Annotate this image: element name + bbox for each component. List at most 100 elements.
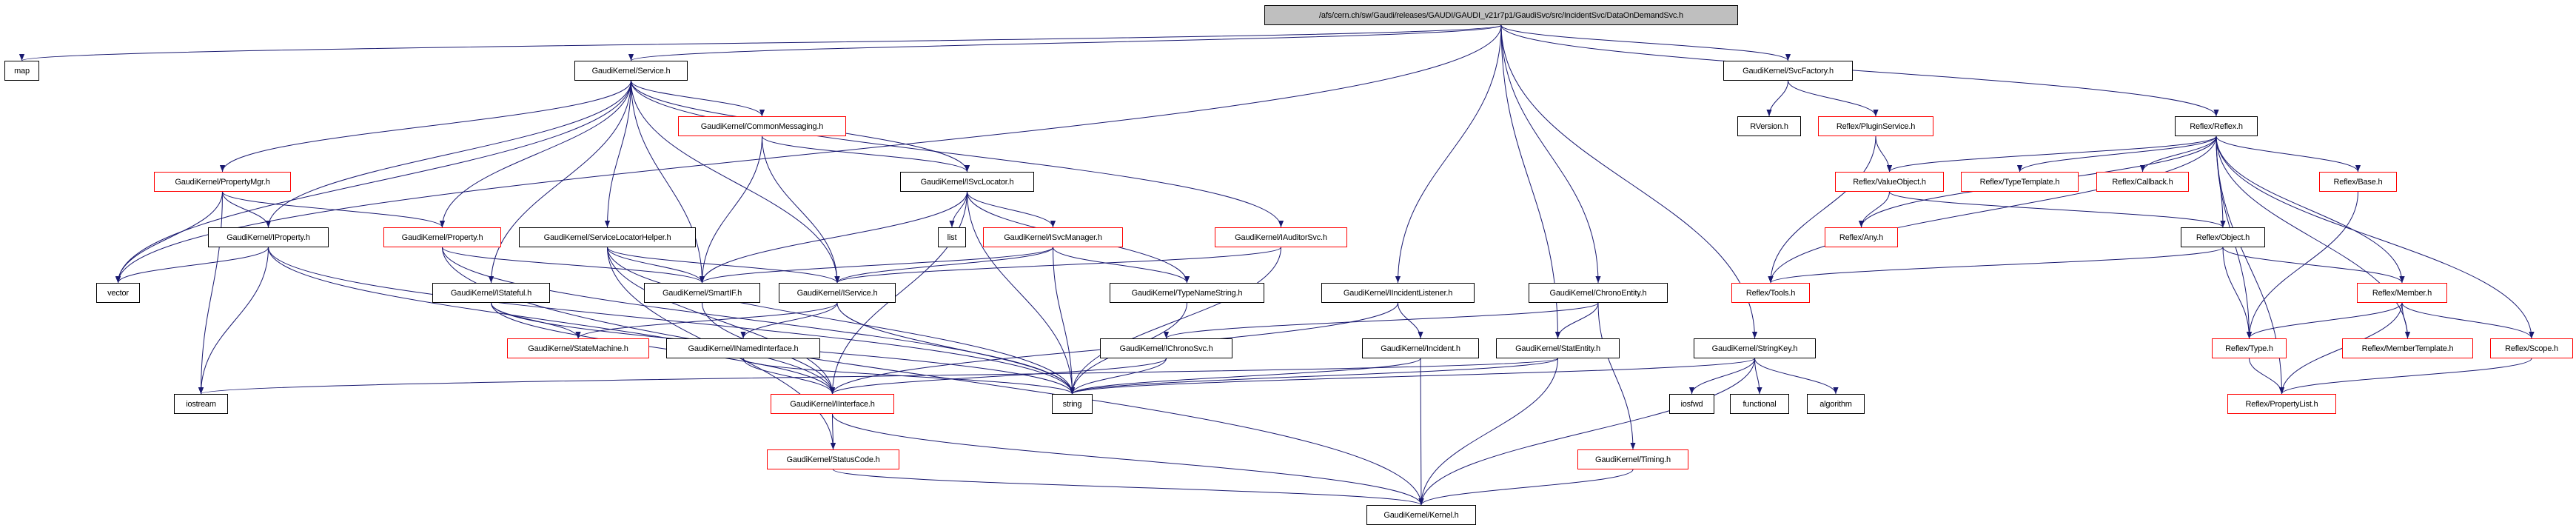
edge-root-to-svcfactory	[1500, 24, 1791, 61]
node-typetemplate[interactable]: Reflex/TypeTemplate.h	[1961, 172, 2079, 192]
node-any[interactable]: Reflex/Any.h	[1825, 227, 1898, 247]
node-statuscode[interactable]: GaudiKernel/StatusCode.h	[767, 449, 899, 469]
node-list[interactable]: list	[938, 227, 966, 247]
edge-statentity-to-iostream	[198, 358, 1558, 395]
edge-root-to-map	[19, 24, 1502, 61]
node-label: Reflex/Callback.h	[2112, 177, 2173, 187]
node-istateful[interactable]: GaudiKernel/IStateful.h	[432, 283, 550, 303]
edge-chronoentity-to-statentity	[1554, 302, 1599, 339]
node-commonmsg[interactable]: GaudiKernel/CommonMessaging.h	[678, 116, 846, 136]
edge-root-to-reflex	[1500, 24, 2219, 117]
node-isvcmanager[interactable]: GaudiKernel/ISvcManager.h	[983, 227, 1123, 247]
node-smartif[interactable]: GaudiKernel/SmartIF.h	[644, 283, 760, 303]
edge-property-to-kernel	[442, 247, 1424, 506]
edge-service-to-iproperty	[265, 80, 631, 228]
node-isvclocator[interactable]: GaudiKernel/ISvcLocator.h	[900, 172, 1034, 192]
node-service[interactable]: GaudiKernel/Service.h	[574, 61, 688, 81]
node-pluginsvc[interactable]: Reflex/PluginService.h	[1818, 116, 1933, 136]
node-map[interactable]: map	[4, 61, 39, 81]
node-label: GaudiKernel/StatusCode.h	[786, 455, 880, 464]
node-rversion[interactable]: RVersion.h	[1737, 116, 1801, 136]
node-kernel[interactable]: GaudiKernel/Kernel.h	[1366, 505, 1476, 525]
edge-stringkey-to-iosfwd	[1688, 358, 1755, 395]
node-root[interactable]: /afs/cern.ch/sw/Gaudi/releases/GAUDI/GAU…	[1264, 5, 1738, 25]
node-label: GaudiKernel/ISvcManager.h	[1004, 233, 1102, 242]
node-incident[interactable]: GaudiKernel/Incident.h	[1362, 338, 1479, 358]
node-iservice[interactable]: GaudiKernel/IService.h	[779, 283, 896, 303]
node-algorithm[interactable]: algorithm	[1807, 394, 1865, 414]
node-statemachine[interactable]: GaudiKernel/StateMachine.h	[507, 338, 649, 358]
edge-member-to-type	[2246, 302, 2403, 339]
node-svclochelper[interactable]: GaudiKernel/ServiceLocatorHelper.h	[519, 227, 696, 247]
edge-reflex-to-scope	[2216, 136, 2535, 339]
node-propertylist[interactable]: Reflex/PropertyList.h	[2227, 394, 2336, 414]
edge-statentity-to-string	[1070, 358, 1558, 395]
node-label: GaudiKernel/INamedInterface.h	[688, 344, 799, 353]
node-member[interactable]: Reflex/Member.h	[2357, 283, 2447, 303]
edge-isvclocator-to-list	[949, 191, 967, 228]
node-iinterface[interactable]: GaudiKernel/IInterface.h	[771, 394, 894, 414]
node-chronoentity[interactable]: GaudiKernel/ChronoEntity.h	[1529, 283, 1668, 303]
node-iosfwd[interactable]: iosfwd	[1669, 394, 1714, 414]
node-vector[interactable]: vector	[96, 283, 140, 303]
edge-root-to-iincidentlistener	[1395, 24, 1502, 284]
edge-propmgr-to-iproperty	[222, 191, 272, 228]
node-iproperty[interactable]: GaudiKernel/IProperty.h	[208, 227, 329, 247]
node-label: GaudiKernel/IIncidentListener.h	[1343, 288, 1453, 298]
node-label: GaudiKernel/StateMachine.h	[528, 344, 628, 353]
edge-inamedinterface-to-string	[742, 358, 1075, 395]
edge-iincidentlistener-to-incident	[1398, 302, 1423, 339]
edge-iservice-to-inamedinterface	[740, 302, 838, 339]
edge-root-to-chronoentity	[1500, 24, 1601, 284]
edge-property-to-string	[442, 247, 1076, 395]
node-string[interactable]: string	[1052, 394, 1093, 414]
node-label: GaudiKernel/StatEntity.h	[1515, 344, 1600, 353]
node-label: GaudiKernel/IAuditorSvc.h	[1235, 233, 1327, 242]
node-stringkey[interactable]: GaudiKernel/StringKey.h	[1694, 338, 1816, 358]
node-svcfactory[interactable]: GaudiKernel/SvcFactory.h	[1723, 61, 1853, 81]
node-object[interactable]: Reflex/Object.h	[2181, 227, 2265, 247]
node-iauditorsvc[interactable]: GaudiKernel/IAuditorSvc.h	[1215, 227, 1347, 247]
node-base[interactable]: Reflex/Base.h	[2319, 172, 2397, 192]
node-label: Reflex/PluginService.h	[1836, 121, 1916, 131]
node-label: GaudiKernel/IProperty.h	[227, 233, 310, 242]
node-statentity[interactable]: GaudiKernel/StatEntity.h	[1496, 338, 1620, 358]
node-tools[interactable]: Reflex/Tools.h	[1731, 283, 1810, 303]
edge-member-to-propertylist	[2278, 302, 2403, 395]
edge-service-to-svclochelper	[604, 80, 631, 228]
node-timing[interactable]: GaudiKernel/Timing.h	[1577, 449, 1688, 469]
edge-stringkey-to-functional	[1754, 358, 1762, 395]
node-label: vector	[107, 288, 129, 298]
node-property[interactable]: GaudiKernel/Property.h	[383, 227, 501, 247]
edge-iservice-to-string	[836, 302, 1076, 395]
edge-istateful-to-iinterface	[491, 302, 836, 395]
edge-reflex-to-valueobject	[1887, 136, 2217, 173]
node-inamedinterface[interactable]: GaudiKernel/INamedInterface.h	[666, 338, 820, 358]
edge-svclochelper-to-smartif	[607, 247, 705, 284]
edge-svcfactory-to-rversion	[1766, 80, 1788, 117]
edge-isvcmanager-to-typenamestring	[1053, 247, 1190, 284]
edge-inamedinterface-to-iinterface	[742, 358, 836, 395]
node-propmgr[interactable]: GaudiKernel/PropertyMgr.h	[154, 172, 291, 192]
edge-iproperty-to-string	[268, 247, 1075, 395]
edge-ichronosvc-to-string	[1069, 358, 1167, 395]
node-ichronosvc[interactable]: GaudiKernel/IChronoSvc.h	[1100, 338, 1232, 358]
edge-svclochelper-to-string	[607, 247, 1076, 395]
node-label: string	[1062, 399, 1082, 409]
node-callback[interactable]: Reflex/Callback.h	[2096, 172, 2189, 192]
edge-statuscode-to-kernel	[833, 469, 1424, 506]
edge-valueobject-to-any	[1858, 191, 1890, 228]
node-type[interactable]: Reflex/Type.h	[2212, 338, 2287, 358]
node-typenamestring[interactable]: GaudiKernel/TypeNameString.h	[1110, 283, 1264, 303]
node-iincidentlistener[interactable]: GaudiKernel/IIncidentListener.h	[1321, 283, 1475, 303]
edge-incident-to-string	[1070, 358, 1421, 395]
edge-type-to-propertylist	[2249, 358, 2285, 395]
node-reflex[interactable]: Reflex/Reflex.h	[2175, 116, 2258, 136]
node-functional[interactable]: functional	[1730, 394, 1789, 414]
edge-isvclocator-to-string	[967, 191, 1076, 395]
node-iostream[interactable]: iostream	[174, 394, 228, 414]
edge-statentity-to-kernel	[1418, 358, 1558, 506]
node-valueobject[interactable]: Reflex/ValueObject.h	[1835, 172, 1944, 192]
node-scope[interactable]: Reflex/Scope.h	[2490, 338, 2573, 358]
node-membertemplate[interactable]: Reflex/MemberTemplate.h	[2342, 338, 2473, 358]
